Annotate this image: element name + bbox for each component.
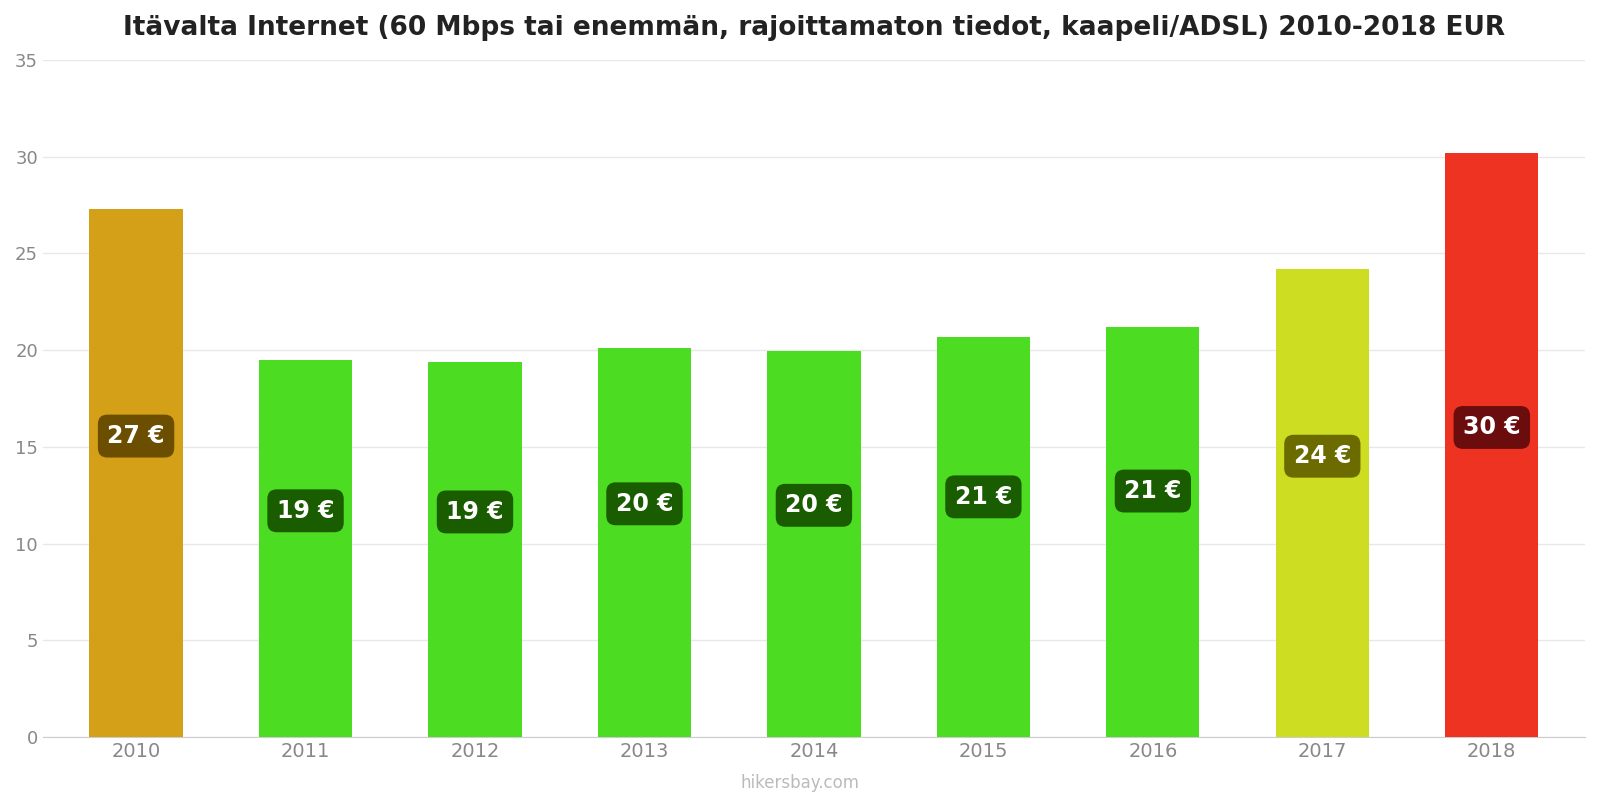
Text: 21 €: 21 € bbox=[955, 485, 1013, 509]
Bar bbox=[598, 348, 691, 737]
Text: 30 €: 30 € bbox=[1462, 415, 1520, 439]
Text: 21 €: 21 € bbox=[1125, 479, 1181, 503]
Bar bbox=[1106, 327, 1200, 737]
Bar bbox=[936, 337, 1030, 737]
Text: 27 €: 27 € bbox=[107, 424, 165, 448]
Bar bbox=[429, 362, 522, 737]
Bar bbox=[1275, 269, 1370, 737]
Title: Itävalta Internet (60 Mbps tai enemmän, rajoittamaton tiedot, kaapeli/ADSL) 2010: Itävalta Internet (60 Mbps tai enemmän, … bbox=[123, 15, 1506, 41]
Bar bbox=[1445, 153, 1538, 737]
Bar bbox=[259, 360, 352, 737]
Text: 19 €: 19 € bbox=[446, 500, 504, 524]
Text: 24 €: 24 € bbox=[1294, 444, 1350, 468]
Bar bbox=[90, 209, 182, 737]
Bar bbox=[768, 350, 861, 737]
Text: 19 €: 19 € bbox=[277, 498, 334, 522]
Text: hikersbay.com: hikersbay.com bbox=[741, 774, 859, 792]
Text: 20 €: 20 € bbox=[786, 494, 843, 518]
Text: 20 €: 20 € bbox=[616, 492, 674, 516]
